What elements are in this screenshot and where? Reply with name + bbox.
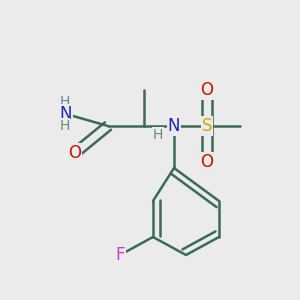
Text: O: O	[68, 144, 82, 162]
Text: N: N	[60, 105, 72, 123]
Text: H: H	[59, 119, 70, 133]
Text: H: H	[59, 95, 70, 109]
Text: S: S	[202, 117, 212, 135]
Text: F: F	[115, 246, 125, 264]
Text: N: N	[168, 117, 180, 135]
Text: H: H	[153, 128, 164, 142]
Text: O: O	[200, 81, 214, 99]
Text: O: O	[200, 153, 214, 171]
